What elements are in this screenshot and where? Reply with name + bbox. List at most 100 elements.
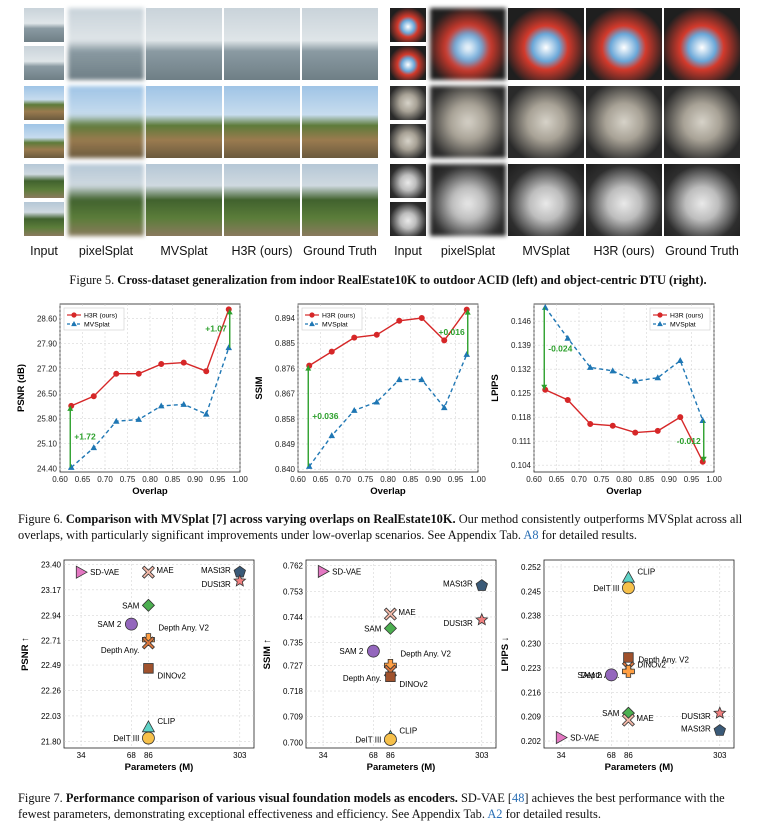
point-label: MAE xyxy=(636,714,653,723)
y-tick-label: 0.727 xyxy=(283,661,304,670)
scatter-point xyxy=(604,668,618,682)
x-tick-label: 0.80 xyxy=(380,475,396,484)
data-point xyxy=(135,416,143,422)
x-tick-label: 0.65 xyxy=(75,475,91,484)
mvsplat-image xyxy=(508,8,584,80)
h3r-image xyxy=(586,8,662,80)
point-label: DINOv2 xyxy=(157,671,186,680)
label-h3r: H3R (ours) xyxy=(231,244,293,258)
caption-text: for detailed results. xyxy=(502,807,601,821)
y-tick-label: 0.223 xyxy=(521,664,542,673)
x-tick-label: 0.85 xyxy=(165,475,181,484)
input-thumb xyxy=(24,86,64,120)
plot-area xyxy=(305,559,497,749)
series-line xyxy=(545,389,704,463)
x-tick-label: 0.75 xyxy=(120,475,136,484)
scatter-point xyxy=(317,564,330,579)
x-tick-label: 1.00 xyxy=(232,475,248,484)
y-tick-label: 0.238 xyxy=(521,612,542,621)
scatter-point xyxy=(623,652,634,663)
delta-label: +0.016 xyxy=(439,327,466,337)
y-tick-label: 0.252 xyxy=(521,563,542,572)
data-point xyxy=(396,317,403,324)
caption-prefix: Figure 7. xyxy=(18,791,63,805)
ground-truth-image xyxy=(664,86,740,158)
data-point xyxy=(112,417,120,424)
x-tick-label: 0.75 xyxy=(358,475,374,484)
y-axis-label: PSNR (dB) xyxy=(16,364,27,412)
y-tick-label: 0.104 xyxy=(511,461,532,470)
x-tick-label: 0.60 xyxy=(52,475,68,484)
series-line xyxy=(71,309,230,407)
data-point xyxy=(654,427,661,434)
pixelsplat-image xyxy=(68,8,144,80)
y-tick-label: 23.17 xyxy=(41,586,62,595)
legend-marker xyxy=(657,312,663,318)
y-tick-label: 28.60 xyxy=(37,314,58,323)
x-tick-label: 1.00 xyxy=(470,475,486,484)
x-tick-label: 0.85 xyxy=(403,475,419,484)
scatter-point xyxy=(141,636,155,650)
point-label: SAM xyxy=(122,601,140,610)
data-point xyxy=(564,334,572,341)
y-axis-label: SSIM xyxy=(254,376,265,399)
data-point xyxy=(418,376,426,383)
y-tick-label: 22.71 xyxy=(41,637,62,646)
point-label: DUSt3R xyxy=(443,619,473,628)
y-tick-label: 0.245 xyxy=(521,587,542,596)
chart-psnr_params: 34 68 86 303 21.80 22.03 22.26 22.49 22.71 22.94 2… xyxy=(20,559,255,773)
y-tick-label: 0.216 xyxy=(521,688,542,697)
chart-lpips_params: 34 68 86 303 0.202 0.209 0.216 0.223 0.230 0.238 0… xyxy=(500,559,735,773)
x-tick-label: 68 xyxy=(127,751,136,760)
x-axis-label: Parameters (M) xyxy=(605,762,674,773)
scatter-point xyxy=(555,730,568,745)
table-link[interactable]: A8 xyxy=(523,528,539,542)
data-point xyxy=(676,357,684,364)
y-tick-label: 0.718 xyxy=(283,687,304,696)
input-thumb xyxy=(24,8,64,42)
legend-marker xyxy=(657,320,663,327)
point-label: DINOv2 xyxy=(637,660,666,669)
legend-label: H3R (ours) xyxy=(670,313,703,320)
data-point xyxy=(631,377,639,384)
mvsplat-image xyxy=(508,164,584,236)
data-point xyxy=(440,404,448,411)
x-tick-label: 0.95 xyxy=(210,475,226,484)
input-thumb xyxy=(390,202,426,236)
y-tick-label: 0.867 xyxy=(275,390,296,399)
x-tick-label: 0.60 xyxy=(526,475,542,484)
y-axis-label: LPIPS xyxy=(490,374,501,401)
figure-5-caption: Figure 5. Cross-dataset generalization f… xyxy=(18,272,758,288)
label-mvsplat: MVSplat xyxy=(522,244,570,258)
point-label: SD-VAE xyxy=(570,734,599,743)
x-tick-label: 0.70 xyxy=(335,475,351,484)
ground-truth-image xyxy=(302,8,378,80)
legend-label: MVSplat xyxy=(84,322,110,329)
y-axis-label: PSNR ↑ xyxy=(20,637,31,671)
data-point xyxy=(587,421,594,428)
label-ground-truth: Ground Truth xyxy=(303,244,377,258)
legend-label: MVSplat xyxy=(670,322,696,329)
x-axis-label: Overlap xyxy=(132,486,168,497)
point-label: MASt3R xyxy=(201,566,231,575)
scatter-point xyxy=(713,706,727,719)
scatter-point xyxy=(475,612,489,626)
data-point xyxy=(90,393,97,400)
x-tick-label: 303 xyxy=(713,751,727,760)
y-tick-label: 0.762 xyxy=(283,562,304,571)
y-tick-label: 0.202 xyxy=(521,737,542,746)
pixelsplat-image xyxy=(68,86,144,158)
label-pixelsplat: pixelSplat xyxy=(78,244,134,258)
point-label: CLIP xyxy=(637,567,655,576)
mvsplat-image xyxy=(146,86,222,158)
table-link[interactable]: A2 xyxy=(487,807,503,821)
series-line xyxy=(544,306,704,421)
data-point xyxy=(441,337,448,344)
x-tick-label: 0.60 xyxy=(290,475,306,484)
x-tick-label: 68 xyxy=(607,751,616,760)
reference-link[interactable]: 48 xyxy=(512,791,525,805)
figure-7-charts: 34 68 86 303 21.80 22.03 22.26 22.49 22.71 22.94 2… xyxy=(20,559,735,773)
data-point xyxy=(328,348,335,355)
delta-label: -0.012 xyxy=(677,436,701,446)
y-tick-label: 0.709 xyxy=(283,713,304,722)
